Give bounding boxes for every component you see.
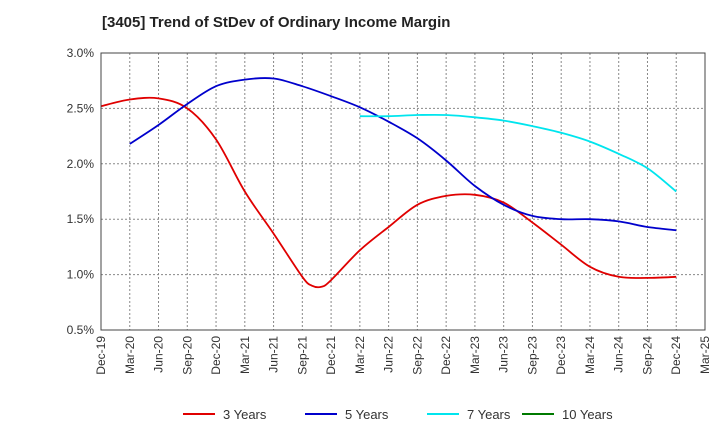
legend-label: 5 Years bbox=[345, 407, 389, 422]
x-tick-label: Sep-21 bbox=[295, 336, 309, 375]
legend-label: 3 Years bbox=[223, 407, 267, 422]
legend-item-7-years: 7 Years bbox=[427, 407, 511, 422]
x-tick-label: Sep-22 bbox=[410, 336, 424, 375]
x-tick-label: Mar-24 bbox=[583, 336, 597, 374]
legend-item-3-years: 3 Years bbox=[183, 407, 267, 422]
x-tick-label: Jun-20 bbox=[152, 336, 166, 373]
y-tick-label: 1.0% bbox=[67, 268, 95, 282]
x-tick-label: Jun-21 bbox=[267, 336, 281, 373]
x-tick-label: Mar-22 bbox=[353, 336, 367, 374]
y-tick-label: 2.5% bbox=[67, 101, 95, 115]
series-line-3-years bbox=[100, 96, 677, 289]
legend-label: 7 Years bbox=[467, 407, 511, 422]
y-tick-label: 1.5% bbox=[67, 212, 95, 226]
y-tick-label: 3.0% bbox=[67, 46, 95, 60]
x-tick-label: Sep-23 bbox=[525, 336, 539, 375]
x-tick-label: Mar-20 bbox=[123, 336, 137, 374]
x-axis-ticks: Dec-19 Mar-20 Jun-20 Sep-20 Dec-20 Mar-21 Jun-… bbox=[94, 336, 712, 375]
legend: 3 Years 5 Years 7 Years 10 Years bbox=[183, 407, 613, 422]
x-tick-label: Dec-22 bbox=[439, 336, 453, 375]
x-tick-label: Sep-20 bbox=[180, 336, 194, 375]
series-lines bbox=[100, 77, 677, 289]
y-axis-ticks: 0.5% 1.0% 1.5% 2.0% 2.5% 3.0% bbox=[67, 46, 95, 337]
plot-border bbox=[100, 52, 706, 331]
x-tick-label: Sep-24 bbox=[640, 336, 654, 375]
x-tick-label: Jun-23 bbox=[497, 336, 511, 373]
x-tick-label: Dec-23 bbox=[554, 336, 568, 375]
x-tick-label: Mar-21 bbox=[238, 336, 252, 374]
x-tick-label: Jun-24 bbox=[612, 336, 626, 373]
legend-label: 10 Years bbox=[562, 407, 613, 422]
x-tick-label: Mar-25 bbox=[698, 336, 712, 374]
legend-item-5-years: 5 Years bbox=[305, 407, 389, 422]
x-tick-label: Dec-21 bbox=[324, 336, 338, 375]
series-line-5-years bbox=[129, 77, 677, 232]
x-tick-label: Dec-19 bbox=[94, 336, 108, 375]
chart-title: [3405] Trend of StDev of Ordinary Income… bbox=[102, 14, 451, 31]
y-tick-label: 0.5% bbox=[67, 323, 95, 337]
series-line-7-years bbox=[359, 113, 677, 193]
plot-background bbox=[101, 53, 705, 330]
y-tick-label: 2.0% bbox=[67, 157, 95, 171]
x-tick-label: Dec-20 bbox=[209, 336, 223, 375]
x-tick-label: Dec-24 bbox=[669, 336, 683, 375]
x-tick-label: Mar-23 bbox=[468, 336, 482, 374]
legend-item-10-years: 10 Years bbox=[522, 407, 613, 422]
grid-lines bbox=[101, 53, 705, 330]
x-tick-label: Jun-22 bbox=[382, 336, 396, 373]
